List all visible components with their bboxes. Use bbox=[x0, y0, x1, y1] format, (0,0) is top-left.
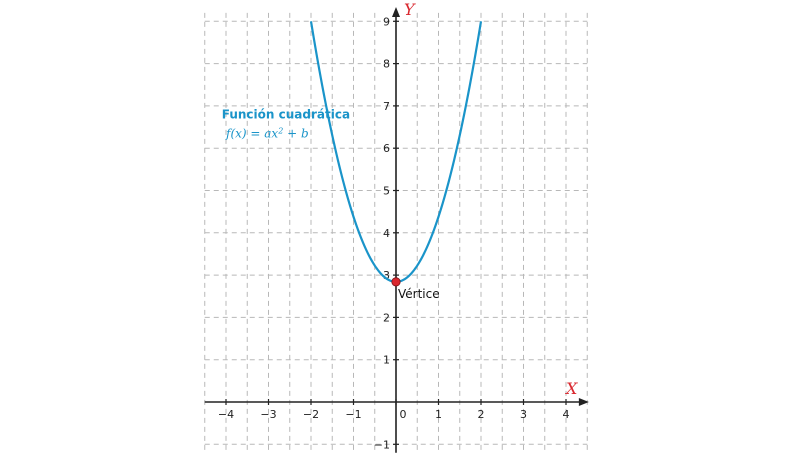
formula-prefix: f(x) = ax bbox=[225, 127, 278, 141]
formula-suffix: + b bbox=[283, 127, 308, 141]
x-tick-label: −4 bbox=[218, 408, 234, 421]
vertex-point bbox=[391, 277, 401, 287]
y-tick-label: 7 bbox=[383, 100, 390, 113]
x-axis-label: X bbox=[564, 379, 578, 398]
function-title: Función cuadrática bbox=[222, 108, 350, 122]
x-tick-label: −2 bbox=[303, 408, 319, 421]
x-tick-label: 0 bbox=[400, 408, 407, 421]
x-tick-label: 4 bbox=[563, 408, 570, 421]
x-axis-arrow bbox=[578, 398, 589, 406]
x-tick-label: 2 bbox=[478, 408, 485, 421]
y-axis-arrow bbox=[392, 6, 400, 17]
y-ticks: −1 1 2 3 4 5 6 7 8 9 bbox=[374, 15, 399, 451]
x-tick-label: −3 bbox=[260, 408, 276, 421]
x-tick-label: 1 bbox=[435, 408, 442, 421]
y-tick-label: 4 bbox=[383, 227, 390, 240]
y-tick-label: 6 bbox=[383, 142, 390, 155]
x-tick-label: −1 bbox=[345, 408, 361, 421]
vertex-label: Vértice bbox=[398, 287, 440, 301]
function-formula: f(x) = ax2 + b bbox=[225, 126, 309, 141]
x-ticks: −4 −3 −2 −1 0 1 2 3 4 bbox=[218, 399, 570, 421]
x-tick-label: 3 bbox=[520, 408, 527, 421]
y-tick-label: −1 bbox=[374, 438, 390, 451]
y-tick-label: 2 bbox=[383, 311, 390, 324]
y-tick-label: 1 bbox=[383, 354, 390, 367]
axes bbox=[204, 6, 589, 453]
y-tick-label: 3 bbox=[383, 269, 390, 282]
y-tick-label: 5 bbox=[383, 185, 390, 198]
y-axis-label: Y bbox=[404, 0, 416, 19]
formula-exponent: 2 bbox=[277, 126, 283, 135]
y-tick-label: 8 bbox=[383, 58, 390, 71]
y-tick-label: 9 bbox=[383, 15, 390, 28]
